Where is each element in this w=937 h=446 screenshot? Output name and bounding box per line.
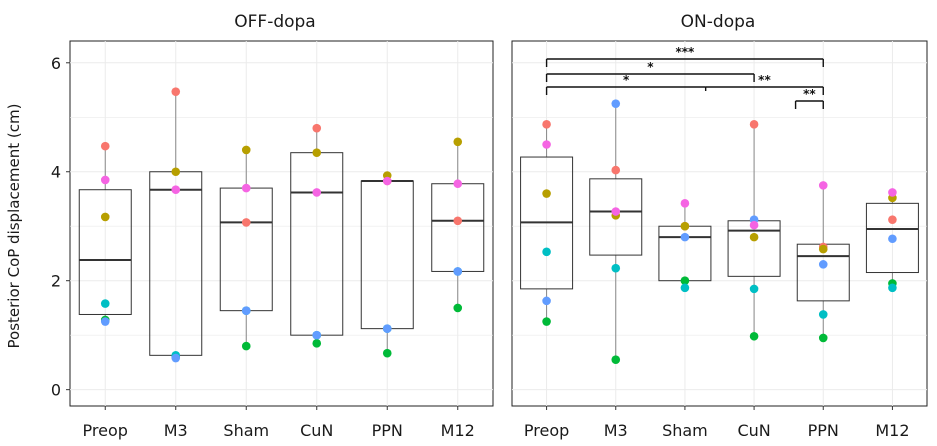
- data-point: [749, 220, 759, 230]
- data-point: [611, 165, 621, 175]
- y-axis-title-group: Posterior CoP displacement (cm): [5, 104, 23, 349]
- data-point: [241, 218, 251, 227]
- panel-border: [511, 40, 928, 407]
- data-point: [818, 181, 828, 190]
- data-point: [100, 317, 110, 326]
- data-point: [680, 232, 690, 242]
- y-tick-label: 4: [51, 163, 61, 182]
- x-tick-label: M12: [875, 421, 909, 440]
- data-point: [749, 232, 759, 242]
- box: [78, 189, 132, 315]
- data-point: [171, 87, 181, 96]
- data-point: [818, 260, 828, 269]
- x-tick-label: Sham: [662, 421, 708, 440]
- data-point: [312, 339, 322, 348]
- data-point: [241, 306, 251, 315]
- x-tick-label: Preop: [83, 421, 128, 440]
- comparison-label: **: [758, 73, 771, 87]
- data-point: [100, 141, 110, 151]
- data-point: [542, 140, 551, 149]
- x-tick-label: M3: [604, 421, 628, 440]
- data-point: [542, 189, 551, 198]
- data-point: [542, 120, 551, 129]
- data-point: [749, 120, 759, 129]
- data-point: [171, 353, 181, 363]
- x-tick-label: CuN: [300, 421, 333, 440]
- comparison-label: **: [803, 87, 816, 101]
- data-point: [888, 188, 897, 197]
- y-tick-label: 0: [51, 381, 61, 400]
- box: [589, 178, 643, 256]
- data-point: [542, 317, 551, 326]
- data-point: [171, 185, 181, 195]
- comparison-label: *: [647, 60, 654, 74]
- data-point: [818, 310, 828, 319]
- data-point: [241, 183, 251, 193]
- x-tick-label: Preop: [524, 421, 569, 440]
- x-tick-label: PPN: [372, 421, 403, 440]
- data-point: [888, 283, 897, 293]
- data-point: [453, 216, 463, 226]
- data-point: [312, 188, 322, 197]
- panel-title-off-dopa: OFF-dopa: [234, 12, 315, 32]
- data-point: [680, 276, 690, 286]
- data-point: [749, 331, 759, 341]
- data-point: [611, 355, 621, 364]
- panel-on-dopa: ON-dopa Preop M3 Sham CuN PPN M12***** ****: [511, 12, 928, 440]
- x-tick-label: Sham: [223, 421, 269, 440]
- data-point: [888, 215, 897, 224]
- x-tick-label: M12: [441, 421, 475, 440]
- data-point: [888, 234, 897, 244]
- data-point: [680, 283, 690, 293]
- data-point: [611, 207, 621, 216]
- data-point: [818, 244, 828, 254]
- data-point: [453, 303, 463, 313]
- data-point: [680, 199, 690, 208]
- x-tick-label: CuN: [737, 421, 770, 440]
- data-point: [312, 123, 322, 133]
- panel-title-on-dopa: ON-dopa: [681, 12, 756, 32]
- comparison-label: *: [623, 73, 630, 87]
- data-point: [611, 263, 621, 273]
- data-point: [171, 167, 181, 177]
- data-point: [542, 247, 551, 257]
- data-point: [241, 341, 251, 351]
- data-point: [312, 330, 322, 340]
- data-point: [818, 333, 828, 343]
- data-point: [382, 176, 392, 186]
- data-point: [611, 99, 621, 108]
- panel-border: [69, 40, 494, 407]
- data-point: [453, 267, 463, 276]
- y-tick-label: 6: [51, 54, 61, 73]
- y-tick-label: 2: [51, 272, 61, 291]
- data-point: [542, 296, 551, 306]
- data-point: [241, 145, 251, 155]
- data-point: [680, 221, 690, 231]
- data-point: [100, 212, 110, 222]
- data-point: [312, 148, 322, 157]
- data-point: [453, 179, 463, 189]
- panel-off-dopa: OFF-dopa 0 2 4 6 Preop M3 Sham CuN PPN M12: [51, 12, 494, 440]
- x-tick-label: M3: [164, 421, 188, 440]
- data-point: [100, 299, 110, 308]
- data-point: [453, 137, 463, 147]
- x-tick-label: PPN: [808, 421, 839, 440]
- data-point: [749, 284, 759, 294]
- comparison-label: ***: [676, 45, 696, 59]
- data-point: [382, 348, 392, 358]
- data-point: [100, 175, 110, 185]
- y-axis-title: Posterior CoP displacement (cm): [5, 104, 23, 349]
- data-point: [382, 324, 392, 333]
- box: [865, 202, 919, 274]
